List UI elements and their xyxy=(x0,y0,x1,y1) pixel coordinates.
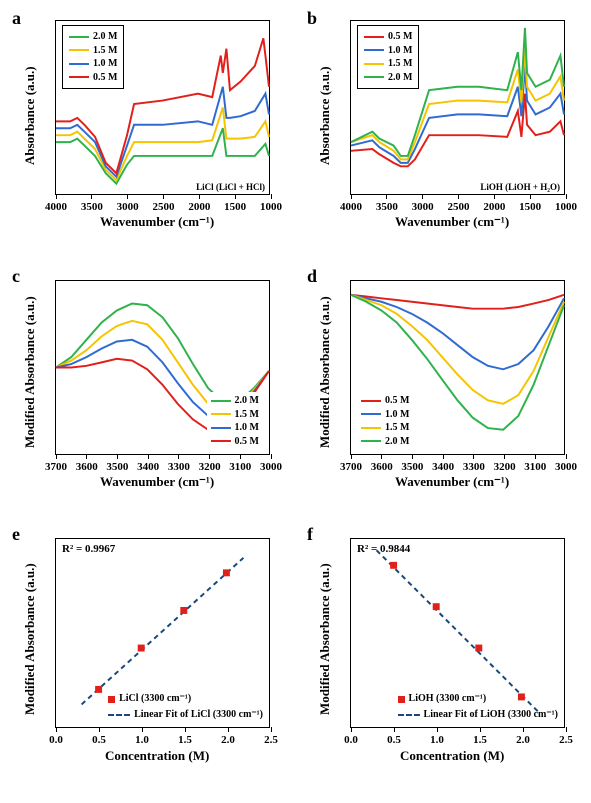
legend-f: LiOH (3300 cm⁻¹)Linear Fit of LiOH (3300… xyxy=(398,691,558,723)
legend-e: LiCl (3300 cm⁻¹)Linear Fit of LiCl (3300… xyxy=(108,691,263,723)
plot-box-e: R² = 0.9967 LiCl (3300 cm⁻¹)Linear Fit o… xyxy=(55,538,270,728)
panel-label-a: a xyxy=(12,8,21,29)
xlabel-a: Wavenumber (cm⁻¹) xyxy=(100,214,214,230)
xlabel-e: Concentration (M) xyxy=(105,748,209,764)
r2-f: R² = 0.9844 xyxy=(357,543,410,555)
panel-label-c: c xyxy=(12,266,20,287)
panel-label-e: e xyxy=(12,524,20,545)
plot-box-a: 2.0 M1.5 M1.0 M0.5 M LiCl (LiCl + HCl) 1… xyxy=(55,20,270,195)
panel-label-b: b xyxy=(307,8,317,29)
plot-box-b: 0.5 M1.0 M1.5 M2.0 M LiOH (LiOH + H₂O) 1… xyxy=(350,20,565,195)
panel-f: f R² = 0.9844 LiOH (3300 cm⁻¹)Linear Fit… xyxy=(295,520,591,795)
legend-d: 0.5 M1.0 M1.5 M2.0 M xyxy=(357,392,413,450)
ylabel-a: Absorbance (a.u.) xyxy=(22,66,38,165)
plot-box-f: R² = 0.9844 LiOH (3300 cm⁻¹)Linear Fit o… xyxy=(350,538,565,728)
legend-c: 2.0 M1.5 M1.0 M0.5 M xyxy=(207,392,263,450)
ylabel-f: Modified Absorbance (a.u.) xyxy=(317,563,333,715)
xlabel-f: Concentration (M) xyxy=(400,748,504,764)
r2-e: R² = 0.9967 xyxy=(62,543,115,555)
sample-b: LiOH (LiOH + H₂O) xyxy=(480,182,560,192)
panel-a: a 2.0 M1.5 M1.0 M0.5 M LiCl (LiCl + HCl)… xyxy=(0,0,295,260)
ylabel-d: Modified Absorbance (a.u.) xyxy=(317,296,333,448)
ylabel-e: Modified Absorbance (a.u.) xyxy=(22,563,38,715)
panel-b: b 0.5 M1.0 M1.5 M2.0 M LiOH (LiOH + H₂O)… xyxy=(295,0,591,260)
panel-d: d 0.5 M1.0 M1.5 M2.0 M 30003100320033003… xyxy=(295,260,591,515)
sample-a: LiCl (LiCl + HCl) xyxy=(196,182,265,192)
panel-e: e R² = 0.9967 LiCl (3300 cm⁻¹)Linear Fit… xyxy=(0,520,295,795)
plot-box-d: 0.5 M1.0 M1.5 M2.0 M 3000310032003300340… xyxy=(350,280,565,455)
xlabel-c: Wavenumber (cm⁻¹) xyxy=(100,474,214,490)
plot-box-c: 2.0 M1.5 M1.0 M0.5 M 3000310032003300340… xyxy=(55,280,270,455)
ylabel-c: Modified Absorbance (a.u.) xyxy=(22,296,38,448)
legend-a: 2.0 M1.5 M1.0 M0.5 M xyxy=(62,25,124,89)
ylabel-b: Absorbance (a.u.) xyxy=(317,66,333,165)
xlabel-d: Wavenumber (cm⁻¹) xyxy=(395,474,509,490)
xlabel-b: Wavenumber (cm⁻¹) xyxy=(395,214,509,230)
panel-label-d: d xyxy=(307,266,317,287)
panel-c: c 2.0 M1.5 M1.0 M0.5 M 30003100320033003… xyxy=(0,260,295,515)
legend-b: 0.5 M1.0 M1.5 M2.0 M xyxy=(357,25,419,89)
panel-label-f: f xyxy=(307,524,313,545)
